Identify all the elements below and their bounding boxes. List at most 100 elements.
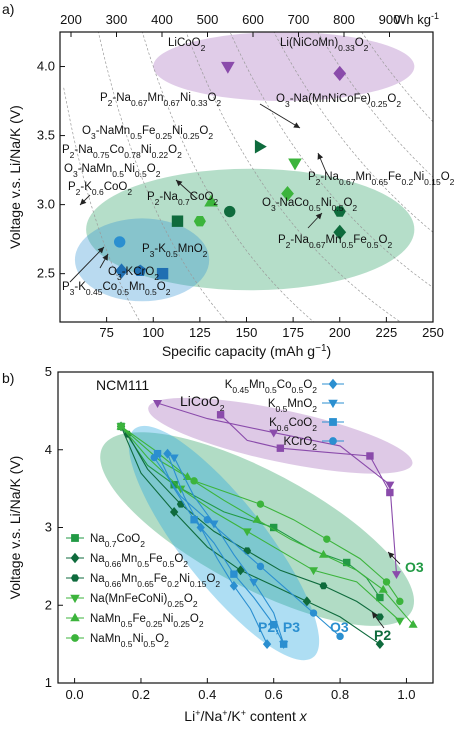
- subscript: 0.5: [130, 131, 142, 141]
- label-p2-namnfe: P2-Na0.67Mn0.5Fe0.5O2: [278, 234, 393, 250]
- panel-a-plot: [63, 32, 433, 322]
- top-axis-unit: Wh kg-1: [394, 11, 439, 27]
- subscript: 3: [271, 203, 276, 213]
- text-run: O: [343, 197, 352, 209]
- text-run: O: [64, 163, 73, 175]
- subscript: 2: [177, 150, 182, 160]
- x-tick-label: 150: [236, 325, 258, 340]
- subscript: 0.25: [155, 131, 172, 141]
- subscript: 2: [312, 385, 317, 395]
- text-run: O: [276, 93, 285, 105]
- text-run: Na: [90, 553, 105, 565]
- text-run: O: [82, 125, 91, 137]
- text-run: Ni: [162, 613, 173, 625]
- annotation-o3-k: O3: [330, 619, 349, 635]
- subscript: 2: [312, 404, 317, 414]
- arrow-head: [388, 552, 395, 559]
- subscript: 0.5: [166, 249, 178, 259]
- legend-marker: [70, 574, 80, 582]
- iso-energy-curve: [185, 32, 402, 322]
- subscript: 0.25: [146, 619, 163, 629]
- label-li-nicomn: Li(NiCoMn)0.33O2: [280, 37, 369, 53]
- subscript: 0.5: [121, 639, 133, 649]
- text-run: Na(MnFeCoNi): [90, 593, 167, 605]
- panel-b-plot: [100, 397, 418, 661]
- series-point: [153, 400, 163, 408]
- y-tick-label: 2: [45, 597, 52, 612]
- text-run: LiCoO: [168, 37, 201, 49]
- text-run: NaMn: [90, 633, 121, 645]
- subscript: 3: [150, 249, 155, 259]
- series-line: [166, 453, 268, 645]
- label-o3-namnni: O3-NaMn0.5Ni0.5O2: [64, 163, 161, 179]
- series-point: [323, 535, 331, 543]
- text-run: P: [142, 243, 150, 255]
- x-tick-label: 1.0: [397, 687, 415, 702]
- text-run: P: [100, 92, 108, 104]
- text-run: Ni: [141, 144, 152, 156]
- subscript: 0.67: [309, 240, 326, 250]
- series-line: [220, 414, 391, 493]
- text-run: O: [379, 234, 388, 246]
- text-run: -KCrO: [122, 266, 155, 278]
- subscript: 2: [216, 98, 221, 108]
- subscript: 3: [117, 272, 122, 282]
- subscript: 2: [183, 559, 188, 569]
- series-point: [262, 639, 272, 650]
- text-run: O: [174, 553, 183, 565]
- text-run: KCrO: [284, 436, 313, 448]
- subscript: 0.5: [135, 169, 147, 179]
- series-point: [382, 578, 391, 586]
- arrow-p3-kcomn: [69, 246, 105, 283]
- text-run: Mn: [355, 171, 371, 183]
- subscript: 2: [312, 442, 317, 452]
- label-p2-namnfeni: P2-Na0.67Mn0.65Fe0.2Ni0.15O2: [308, 171, 455, 187]
- subscript: 2: [203, 249, 208, 259]
- legend-label: KCrO2: [284, 436, 318, 452]
- iso-energy-curve: [98, 32, 228, 322]
- data-point: [221, 61, 235, 74]
- legend-label: K0.5MnO2: [268, 398, 317, 414]
- series-point: [203, 516, 212, 524]
- x-tick-label: 100: [142, 325, 164, 340]
- text-run: +: [222, 708, 227, 718]
- subscript: 2: [108, 98, 113, 108]
- legend-label: Na0.66Mn0.65Fe0.2Ni0.15O2: [90, 573, 220, 589]
- text-run: MnO: [287, 398, 312, 410]
- text-run: O: [147, 163, 156, 175]
- text-run: x: [299, 708, 308, 724]
- text-run: Mn: [129, 281, 145, 293]
- series-point: [319, 582, 328, 590]
- text-run: Fe: [353, 234, 366, 246]
- label-o3-naconi: O3-NaCo0.5Ni0.5O2: [262, 197, 357, 213]
- series-point: [395, 617, 405, 626]
- series-point: [270, 620, 278, 629]
- subscript: 0.66: [105, 579, 122, 589]
- arrow-head: [102, 254, 108, 261]
- legend-marker: [329, 418, 337, 426]
- data-point: [288, 158, 302, 171]
- y-axis-label: Voltage v.s. Li/Na/K (V): [7, 456, 23, 600]
- arrow-head: [80, 198, 87, 205]
- top-tick-label: 600: [242, 12, 264, 27]
- superscript: −1: [315, 343, 327, 354]
- x-tick-label: 0.2: [132, 687, 150, 702]
- series-point: [169, 507, 179, 517]
- subscript: 2: [156, 169, 161, 179]
- text-run: K: [268, 398, 276, 410]
- text-run: Li: [184, 708, 195, 724]
- text-run: NaMn: [90, 613, 121, 625]
- text-run: content: [246, 708, 300, 724]
- text-run: O: [387, 93, 396, 105]
- text-run: -K: [80, 181, 92, 193]
- text-run: Co: [102, 281, 117, 293]
- iso-energy-curve: [141, 32, 315, 322]
- subscript: 0.5: [265, 385, 277, 395]
- text-run: MnO: [178, 243, 203, 255]
- subscript: 0.5: [117, 287, 129, 297]
- series-point: [190, 516, 198, 524]
- series-point: [190, 477, 198, 485]
- y-tick-label: 3.5: [37, 128, 55, 143]
- text-run: +: [195, 708, 200, 718]
- text-run: CoO: [104, 181, 128, 193]
